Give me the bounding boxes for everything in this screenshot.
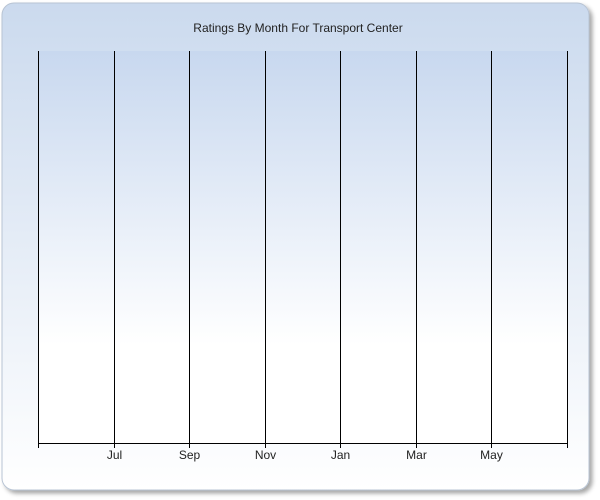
x-tick-label: Jan	[331, 448, 350, 462]
plot-area	[38, 51, 567, 443]
x-tick-label: May	[480, 448, 503, 462]
chart-title: Ratings By Month For Transport Center	[193, 21, 402, 35]
x-tick-label: Mar	[406, 448, 427, 462]
x-tick-label: Jul	[107, 448, 122, 462]
x-tick-label: Sep	[179, 448, 201, 462]
x-tick-label: Nov	[255, 448, 276, 462]
